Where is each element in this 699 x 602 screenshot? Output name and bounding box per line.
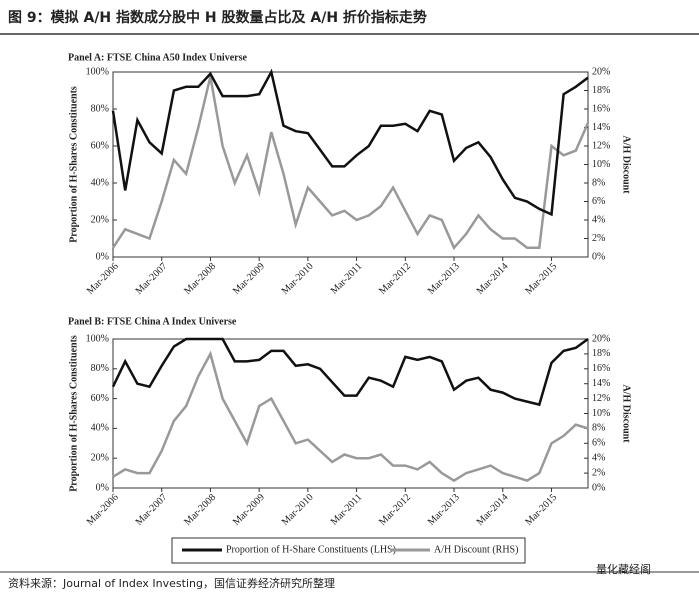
x-tick-label: Mar-2010 [280, 492, 316, 528]
x-tick-label: Mar-2015 [523, 492, 559, 528]
y2-tick-label: 8% [592, 423, 605, 434]
x-tick-label: Mar-2010 [280, 261, 316, 297]
y2-tick-label: 12% [592, 140, 610, 151]
series-line [111, 76, 590, 251]
y2-tick-label: 0% [592, 482, 605, 493]
y-tick-label: 20% [91, 452, 109, 463]
x-tick-label: Mar-2006 [85, 492, 121, 528]
x-tick-label: Mar-2011 [329, 261, 365, 297]
x-tick-label: Mar-2011 [329, 492, 365, 528]
x-tick-label: Mar-2007 [134, 492, 170, 528]
x-tick-label: Mar-2009 [231, 492, 267, 528]
y-tick-label: 80% [91, 363, 109, 374]
x-tick-label: Mar-2014 [475, 492, 511, 528]
y-axis-label: Proportion of H-Shares Constituents [68, 335, 79, 492]
y2-tick-label: 20% [592, 333, 610, 344]
y2-tick-label: 16% [592, 103, 610, 114]
y2-tick-label: 8% [592, 177, 605, 188]
legend-label: Proportion of H-Share Constituents (LHS) [226, 544, 396, 555]
x-tick-label: Mar-2008 [182, 261, 218, 297]
legend-box [171, 537, 526, 564]
y-tick-label: 80% [91, 103, 109, 114]
y2-tick-label: 0% [592, 251, 605, 262]
y-tick-label: 0% [96, 251, 109, 262]
y-tick-label: 40% [91, 177, 109, 188]
y2-tick-label: 20% [592, 66, 610, 77]
series-line [111, 68, 589, 217]
series-line [112, 350, 589, 483]
x-tick-label: Mar-2012 [377, 492, 413, 528]
x-tick-label: Mar-2007 [134, 261, 170, 297]
figure-title: 图 9：模拟 A/H 指数成分股中 H 股数量占比及 A/H 折价指标走势 [8, 9, 427, 26]
y-tick-label: 100% [86, 333, 109, 344]
source: 资料来源：Journal of Index Investing，国信证券经济研究… [8, 576, 335, 590]
panel-title: Panel A: FTSE China A50 Index Universe [68, 52, 247, 63]
y2-tick-label: 4% [592, 214, 605, 225]
y2-tick-label: 4% [592, 452, 605, 463]
series-line [111, 337, 589, 407]
y2-tick-label: 2% [592, 467, 605, 478]
y2-tick-label: 18% [592, 85, 610, 96]
y2-tick-label: 6% [592, 196, 605, 207]
y2-tick-label: 10% [592, 408, 610, 419]
y2-tick-label: 12% [592, 393, 610, 404]
x-tick-label: Mar-2006 [85, 261, 121, 297]
x-tick-label: Mar-2009 [231, 261, 267, 297]
y-tick-label: 40% [91, 423, 109, 434]
y2-axis-label: A/H Discount [621, 135, 632, 194]
x-tick-label: Mar-2013 [426, 261, 462, 297]
y2-tick-label: 18% [592, 348, 610, 359]
y2-tick-label: 2% [592, 233, 605, 244]
y2-tick-label: 14% [592, 122, 610, 133]
x-tick-label: Mar-2013 [426, 492, 462, 528]
y-tick-label: 100% [86, 66, 109, 77]
x-tick-label: Mar-2014 [475, 261, 511, 297]
x-tick-label: Mar-2015 [523, 261, 559, 297]
y2-axis-label: A/H Discount [621, 384, 632, 443]
y-tick-label: 0% [96, 482, 109, 493]
panel-title: Panel B: FTSE China A Index Universe [68, 316, 237, 327]
y-tick-label: 60% [91, 393, 109, 404]
y2-tick-label: 16% [592, 363, 610, 374]
y-tick-label: 60% [91, 140, 109, 151]
x-tick-label: Mar-2012 [377, 261, 413, 297]
y2-tick-label: 6% [592, 438, 605, 449]
plot-frame [112, 338, 589, 489]
y-tick-label: 20% [91, 214, 109, 225]
y2-tick-label: 14% [592, 378, 610, 389]
y-axis-label: Proportion of H-Shares Constituents [68, 86, 79, 243]
legend-label: A/H Discount (RHS) [434, 544, 518, 555]
watermark: 量化藏经阁 [596, 562, 651, 576]
y2-tick-label: 10% [592, 159, 610, 170]
plot-frame [112, 71, 589, 258]
x-tick-label: Mar-2008 [182, 492, 218, 528]
